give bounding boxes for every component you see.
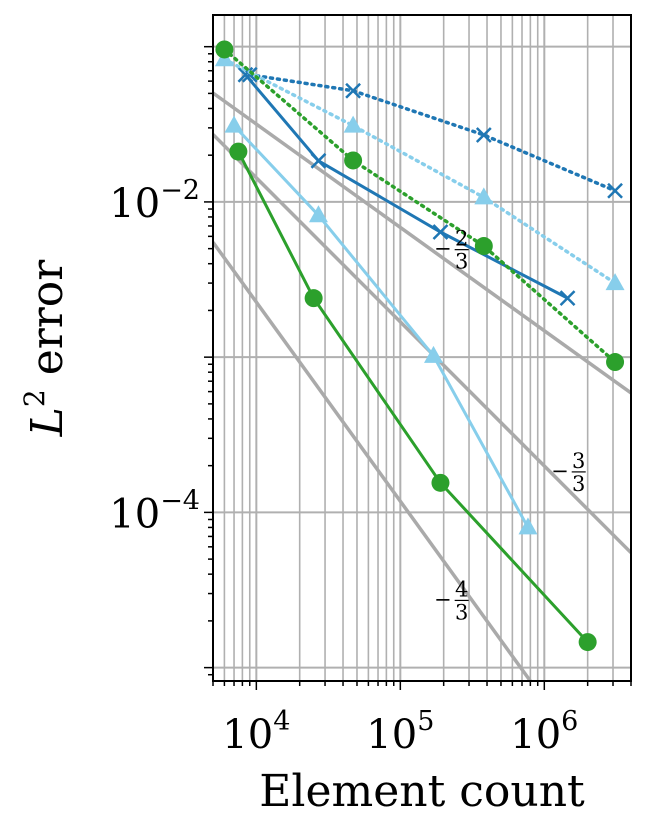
x-tick-label: 105 (366, 706, 434, 758)
x-tick-label: 106 (510, 706, 578, 758)
data-point-triangle (474, 187, 494, 205)
slope-label-numerator: 3 (572, 449, 585, 473)
data-series (214, 40, 625, 652)
data-point-x (237, 66, 254, 83)
data-point-triangle (424, 345, 444, 363)
data-point-circle (344, 151, 363, 170)
series-line (232, 124, 530, 529)
data-point-x (559, 290, 576, 307)
series-5 (215, 40, 625, 372)
slope-label-numerator: 4 (455, 577, 468, 601)
slope-label: −23 (434, 227, 469, 274)
slope-labels: −23− 33− 43 (434, 227, 586, 624)
series-6 (229, 142, 597, 652)
reference-slope-line (213, 91, 631, 395)
slope-label: −43 (434, 577, 469, 624)
reference-slope-line (213, 241, 532, 681)
data-point-triangle (343, 115, 363, 133)
data-point-triangle (224, 115, 244, 133)
x-tick-labels: 104 105 106 (222, 706, 578, 758)
data-point-triangle (308, 205, 328, 223)
data-point-x (345, 82, 361, 99)
y-tick-label: 10−2 (109, 175, 200, 227)
reference-lines (213, 91, 631, 681)
y-axis-label-base: L (22, 407, 73, 437)
slope-label-sign: − (551, 459, 569, 483)
data-point-circle (606, 353, 625, 372)
x-tick-label: 104 (222, 706, 290, 758)
data-point-triangle (518, 517, 538, 535)
data-point-circle (229, 142, 248, 161)
series-4 (224, 115, 538, 535)
slope-label: −33 (551, 449, 586, 496)
plot-frame (212, 14, 632, 682)
slope-label-sign: − (434, 237, 452, 261)
data-point-x (475, 127, 492, 143)
series-line (248, 72, 617, 193)
data-point-circle (474, 237, 493, 256)
data-point-x (607, 182, 623, 199)
data-point-circle (215, 40, 234, 59)
slope-label-sign: − (434, 587, 452, 611)
data-point-circle (304, 289, 323, 308)
y-axis-label-rest: error (22, 259, 73, 390)
data-point-x (432, 224, 449, 240)
data-point-circle (578, 633, 597, 652)
data-point-x (310, 152, 327, 169)
slope-label-numerator: 2 (455, 227, 468, 251)
series-line (237, 150, 589, 644)
series-line (222, 47, 617, 364)
data-point-circle (431, 473, 450, 492)
slope-label-denominator: 3 (455, 600, 468, 624)
series-1 (241, 66, 623, 199)
y-axis-label: L2 error (18, 259, 73, 438)
series-2 (237, 66, 576, 307)
slope-label-denominator: 3 (455, 250, 468, 274)
y-axis-label-exp: 2 (18, 389, 51, 407)
data-point-triangle (605, 273, 625, 291)
ticks (204, 45, 632, 690)
series-line (244, 73, 569, 300)
series-line (222, 57, 617, 285)
y-tick-label: 10−4 (109, 485, 200, 537)
y-tick-labels: 10−4 10−2 (109, 175, 200, 537)
slope-label-denominator: 3 (572, 472, 585, 496)
x-axis-label: Element count (259, 766, 585, 817)
